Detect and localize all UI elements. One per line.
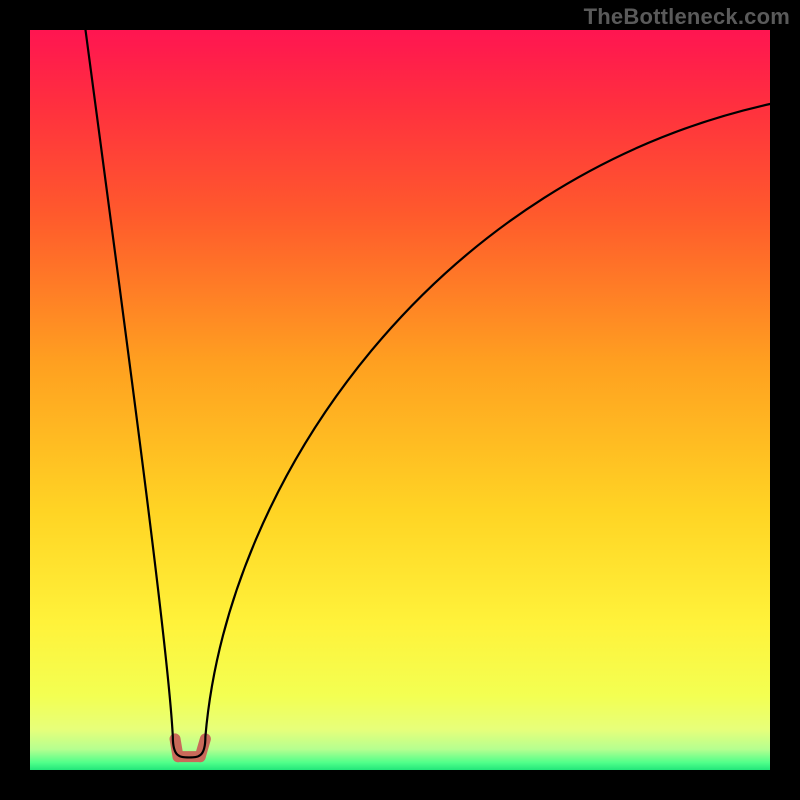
chart-svg xyxy=(0,0,800,800)
plot-background xyxy=(30,30,770,770)
chart-stage: TheBottleneck.com xyxy=(0,0,800,800)
source-watermark: TheBottleneck.com xyxy=(584,4,790,30)
